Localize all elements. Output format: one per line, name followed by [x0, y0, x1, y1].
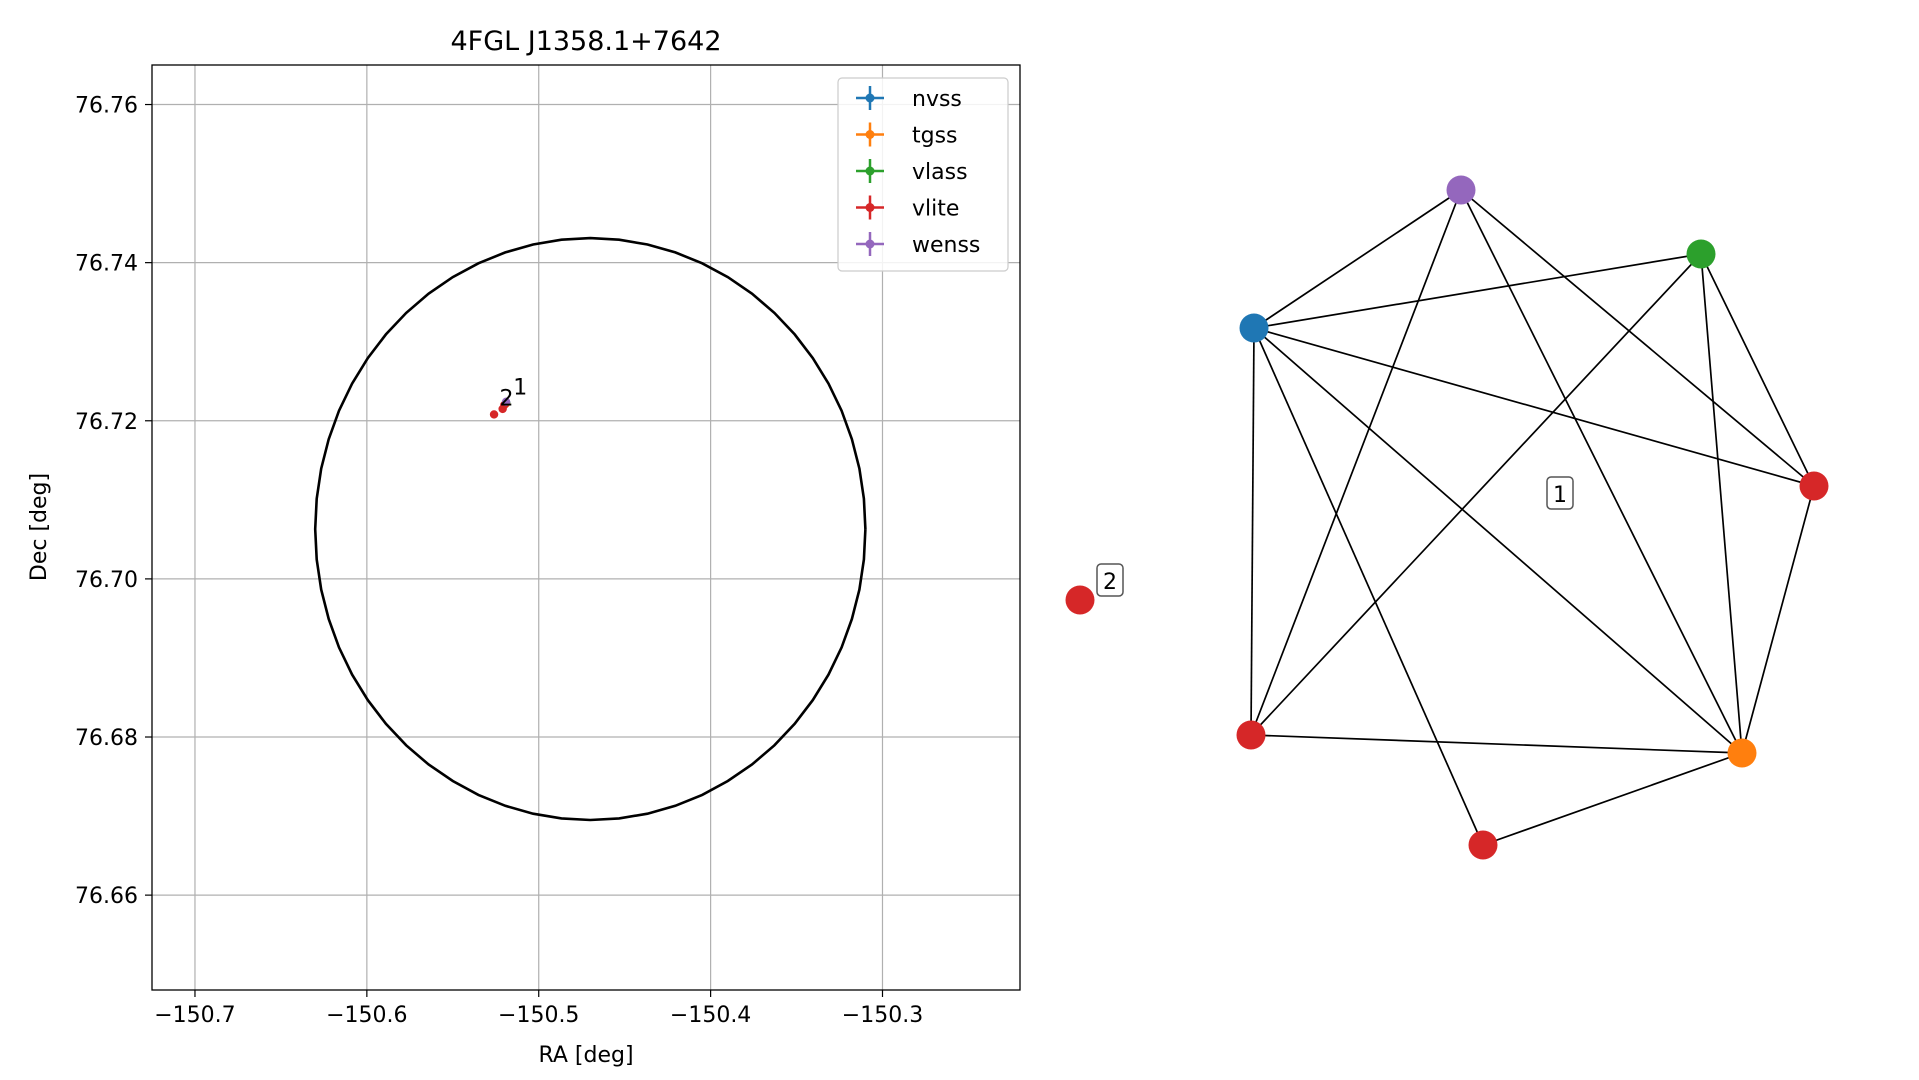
y-tick-label: 76.68 [75, 726, 138, 751]
legend-label-tgss: tgss [912, 124, 958, 149]
y-tick-label: 76.66 [75, 884, 138, 909]
y-axis-ticks: 76.66 76.68 76.70 76.72 76.74 76.76 [75, 94, 152, 909]
x-tick-label: −150.6 [326, 1003, 407, 1028]
edge-vlite_b-tgss [1250, 734, 1743, 754]
group-label-1-text: 1 [1553, 483, 1567, 508]
point-wenss [501, 397, 511, 406]
edge-tgss-vlite_c [1482, 752, 1743, 846]
node-vlite_iso [1065, 585, 1095, 615]
edge-wenss-vlite_a [1460, 189, 1815, 487]
legend-marker-nvss [865, 93, 875, 103]
network-panel: 1 2 [1065, 175, 1829, 860]
legend-marker-wenss [865, 239, 875, 249]
legend: nvss tgss vlass vlite wenss [837, 77, 1009, 272]
group-label-2-box [1096, 563, 1124, 597]
x-axis-ticks: −150.7 −150.6 −150.5 −150.4 −150.3 [154, 990, 923, 1028]
legend-label-wenss: wenss [912, 233, 980, 258]
x-tick-label: −150.3 [842, 1003, 923, 1028]
nodes-layer [1065, 175, 1829, 860]
network-labels: 1 2 [1096, 476, 1574, 597]
y-tick-label: 76.70 [75, 568, 138, 593]
legend-marker-vlass [865, 166, 875, 176]
x-tick-label: −150.4 [670, 1003, 751, 1028]
edge-vlass-vlite_a [1700, 253, 1815, 487]
edge-vlass-tgss [1700, 253, 1743, 754]
node-wenss [1446, 175, 1476, 205]
edge-vlass-vlite_b [1250, 253, 1702, 736]
y-tick-label: 76.72 [75, 410, 138, 435]
chart-title: 4FGL J1358.1+7642 [450, 26, 721, 57]
legend-label-vlite: vlite [912, 197, 959, 222]
legend-marker-vlite [865, 203, 875, 212]
legend-label-vlass: vlass [912, 160, 968, 185]
edge-nvss-vlite_b [1250, 327, 1255, 736]
annotations-layer: 12 [499, 375, 527, 411]
edges-layer [1250, 189, 1815, 846]
node-vlass [1686, 239, 1716, 269]
point-annotation: 1 [513, 375, 527, 400]
edge-nvss-tgss [1253, 327, 1743, 754]
node-tgss [1727, 738, 1757, 768]
x-axis-label: RA [deg] [538, 1043, 633, 1068]
edge-wenss-nvss [1253, 189, 1462, 329]
group-label-2-text: 2 [1103, 570, 1117, 595]
legend-box [837, 77, 1009, 272]
y-tick-label: 76.74 [75, 252, 138, 277]
x-tick-label: −150.5 [498, 1003, 579, 1028]
points-layer [489, 397, 511, 419]
y-axis-label: Dec [deg] [27, 473, 52, 581]
legend-label-nvss: nvss [912, 87, 962, 112]
group-label-2: 2 [1096, 563, 1124, 597]
edge-wenss-tgss [1460, 189, 1743, 754]
search-circle [313, 236, 867, 822]
node-vlite_b [1236, 720, 1266, 750]
edge-wenss-vlite_b [1250, 189, 1462, 736]
node-vlite_c [1468, 830, 1498, 860]
edge-nvss-vlite_c [1253, 327, 1484, 846]
point-annotation: 2 [499, 386, 513, 411]
group-label-1: 1 [1546, 476, 1574, 510]
group-label-1-box [1546, 476, 1574, 510]
node-vlite_a [1799, 471, 1829, 501]
legend-marker-tgss [865, 130, 875, 139]
plot-frame [151, 64, 1021, 991]
y-tick-label: 76.76 [75, 94, 138, 119]
edge-vlite_a-tgss [1741, 485, 1815, 754]
edge-vlass-nvss [1253, 253, 1702, 329]
edge-nvss-vlite_a [1253, 327, 1815, 487]
node-nvss [1239, 313, 1269, 343]
search-radius-circle [313, 236, 867, 822]
scatter-panel: 12 −150.7 −150.6 −150.5 −150.4 −150.3 76.667… [27, 26, 1021, 1068]
legend-items: nvss tgss vlass vlite wenss [856, 86, 980, 258]
point-vlite [489, 410, 499, 419]
x-tick-label: −150.7 [154, 1003, 235, 1028]
